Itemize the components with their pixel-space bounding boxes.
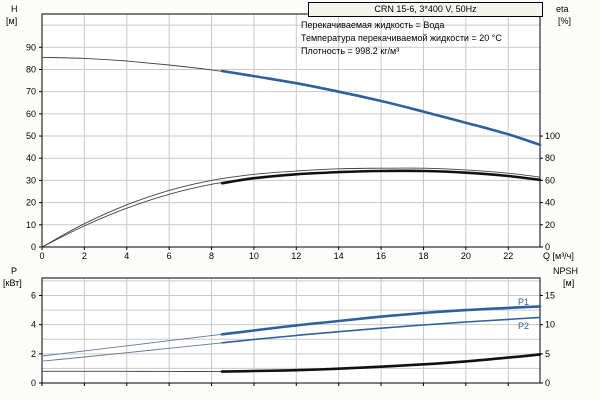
svg-text:10: 10 (249, 251, 259, 261)
curves (41, 305, 542, 373)
p-axis-title: P (11, 266, 18, 276)
q-axis-label: Q [м³/ч] (543, 251, 574, 261)
svg-text:0: 0 (31, 242, 36, 252)
svg-text:6: 6 (167, 251, 172, 261)
svg-text:0: 0 (31, 378, 36, 388)
p2-curve-label: P2 (518, 321, 530, 331)
svg-text:14: 14 (334, 251, 344, 261)
svg-text:0: 0 (545, 242, 550, 252)
svg-text:15: 15 (545, 291, 555, 301)
svg-text:40: 40 (545, 198, 555, 208)
svg-text:4: 4 (31, 320, 36, 330)
svg-text:50: 50 (26, 131, 36, 141)
svg-text:12: 12 (291, 251, 301, 261)
chart-0: 0 10 20 30 40 50 60 70 80 90 0 20 40 60 80 100 0 2 4 6 8 10 12… (26, 13, 560, 261)
npsh-axis-title: NPSH (553, 266, 579, 276)
curves (41, 56, 542, 248)
h-axis-unit: [м] (6, 16, 18, 26)
plot-border (41, 277, 541, 384)
p-axis-unit: [кВт] (3, 278, 22, 288)
annotation-liquid: Перекачиваемая жидкость = Вода (301, 20, 445, 30)
p1-curve-label: P1 (518, 297, 530, 307)
svg-text:16: 16 (376, 251, 386, 261)
svg-text:4: 4 (124, 251, 129, 261)
svg-text:0: 0 (545, 378, 550, 388)
svg-text:20: 20 (26, 198, 36, 208)
annotation-temperature: Температура перекачиваемой жидкости = 20… (301, 33, 502, 43)
svg-text:80: 80 (26, 64, 36, 74)
npsh-axis-unit: [м] (563, 278, 575, 288)
tick-labels: 0 10 20 30 40 50 60 70 80 90 0 20 40 60 80 100 0 2 4 6 8 10 12… (26, 42, 560, 261)
svg-text:30: 30 (26, 175, 36, 185)
svg-text:40: 40 (26, 153, 36, 163)
series-P2-duty (221, 316, 541, 344)
tick-marks (39, 46, 543, 250)
series-eta-duty (220, 169, 542, 185)
series-eta-max (41, 167, 541, 248)
series-P1-duty (220, 305, 542, 336)
svg-text:80: 80 (545, 153, 555, 163)
svg-text:0: 0 (39, 251, 44, 261)
svg-text:2: 2 (82, 251, 87, 261)
svg-text:60: 60 (545, 175, 555, 185)
grid-lines (42, 14, 540, 247)
svg-text:18: 18 (418, 251, 428, 261)
svg-text:90: 90 (26, 42, 36, 52)
h-axis-title: H (11, 4, 18, 14)
svg-text:10: 10 (545, 320, 555, 330)
eta-axis-unit: [%] (558, 16, 572, 26)
series-H-duty (220, 69, 542, 147)
plot-border (41, 13, 541, 248)
svg-text:100: 100 (545, 131, 560, 141)
svg-text:5: 5 (545, 349, 550, 359)
svg-text:2: 2 (31, 349, 36, 359)
chart-1: 0 2 4 6 0 5 10 15 (31, 277, 555, 389)
eta-axis-title: eta (556, 4, 569, 14)
svg-text:6: 6 (31, 291, 36, 301)
pump-title-box: CRN 15-6, 3*400 V, 50Hz (308, 2, 543, 17)
svg-text:10: 10 (26, 220, 36, 230)
svg-text:22: 22 (503, 251, 513, 261)
svg-text:20: 20 (545, 220, 555, 230)
annotation-density: Плотность = 998.2 кг/м³ (301, 46, 400, 56)
tick-marks (39, 295, 543, 386)
svg-text:20: 20 (461, 251, 471, 261)
tick-labels: 0 2 4 6 0 5 10 15 (31, 291, 555, 389)
svg-text:8: 8 (209, 251, 214, 261)
svg-text:70: 70 (26, 87, 36, 97)
svg-text:60: 60 (26, 109, 36, 119)
series-NPSH-duty (220, 353, 542, 373)
